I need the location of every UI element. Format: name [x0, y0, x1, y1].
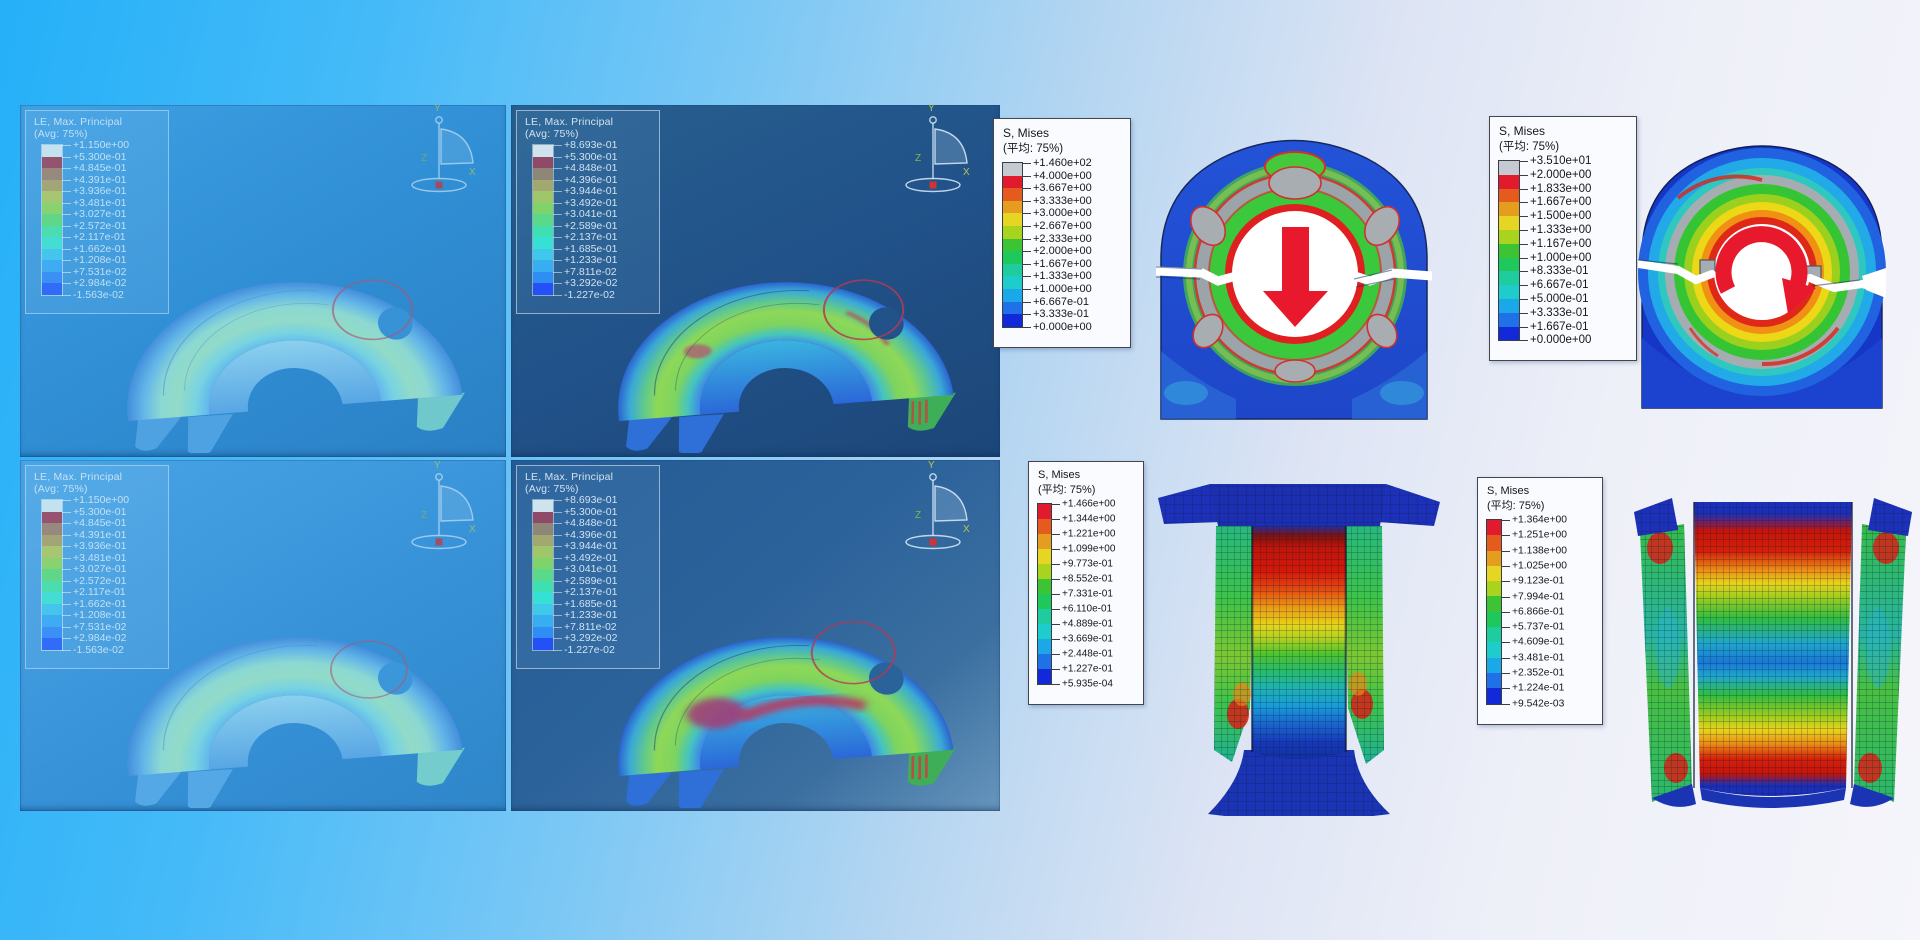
svg-text:Y: Y — [928, 103, 935, 114]
legend-title: S, Mises — [1499, 124, 1546, 138]
svg-text:Y: Y — [928, 460, 935, 471]
svg-text:X: X — [963, 524, 970, 535]
legend-scale: +1.364e+00 +1.251e+00 +1.138e+00 +1.025e+00… — [1486, 514, 1593, 712]
dome-contour-figure — [601, 620, 961, 808]
le-legend: LE, Max. Principal (Avg: 75%) +8.693e-01… — [516, 110, 660, 314]
legend-subtitle: (Avg: 75%) — [34, 483, 88, 495]
dome-contour-figure — [110, 269, 470, 453]
annotation-circle — [810, 620, 896, 685]
legend-subtitle: (Avg: 75%) — [525, 128, 579, 140]
svg-text:X: X — [469, 167, 476, 178]
legend-subtitle: (Avg: 75%) — [525, 483, 579, 495]
svg-text:Z: Z — [421, 153, 427, 164]
annotation-circle — [330, 640, 408, 699]
legend-subtitle: (平均: 75%) — [1487, 500, 1545, 512]
strain-panel-bottom-left: LE, Max. Principal (Avg: 75%) +1.150e+00… — [20, 460, 506, 811]
strain-panel-top-middle: LE, Max. Principal (Avg: 75%) +8.693e-01… — [511, 103, 1000, 457]
mises-legend-vertical-load: S, Mises (平均: 75%) +1.460e+02 +4.000e+00 +… — [993, 118, 1131, 348]
legend-subtitle: (平均: 75%) — [1499, 141, 1560, 153]
legend-title: LE, Max. Principal — [34, 116, 123, 128]
legend-title: LE, Max. Principal — [34, 471, 123, 483]
legend-title: S, Mises — [1487, 485, 1530, 497]
legend-scale: +8.693e-01 +5.300e-01 +4.848e-01 +4.396e-01… — [532, 139, 655, 303]
svg-text:Z: Z — [915, 153, 921, 164]
le-legend: LE, Max. Principal (Avg: 75%) +1.150e+00… — [25, 110, 169, 314]
strain-panel-top-left: LE, Max. Principal (Avg: 75%) +1.150e+00… — [20, 103, 506, 457]
le-legend: LE, Max. Principal (Avg: 75%) +1.150e+00… — [25, 465, 169, 669]
clamp-section-torsion-figure — [1638, 145, 1886, 409]
view-triad-icon: Y X Z — [411, 103, 476, 193]
dome-contour-figure — [601, 269, 961, 453]
svg-text:Z: Z — [421, 510, 427, 521]
view-triad-icon: Y X Z — [905, 103, 970, 193]
column-buckling-figure-2 — [1634, 498, 1912, 808]
clamp-section-vertical-load-figure — [1156, 139, 1432, 420]
le-legend: LE, Max. Principal (Avg: 75%) +8.693e-01… — [516, 465, 660, 669]
mises-legend-column-1: S, Mises (平均: 75%) +1.466e+00 +1.344e+00 +… — [1028, 461, 1144, 705]
legend-subtitle: (平均: 75%) — [1003, 143, 1064, 155]
legend-scale: +1.460e+02 +4.000e+00 +3.667e+00 +3.333e+00… — [1002, 157, 1121, 335]
mises-legend-column-2: S, Mises (平均: 75%) +1.364e+00 +1.251e+00 +… — [1477, 477, 1603, 725]
legend-subtitle: (平均: 75%) — [1038, 484, 1096, 496]
strain-panel-bottom-middle: LE, Max. Principal (Avg: 75%) +8.693e-01… — [511, 460, 1000, 811]
svg-text:Y: Y — [434, 460, 441, 471]
column-buckling-figure-1 — [1158, 484, 1440, 816]
legend-scale: +1.150e+00 +5.300e-01 +4.845e-01 +4.391e-01… — [41, 139, 164, 303]
legend-scale: +1.150e+00 +5.300e-01 +4.845e-01 +4.391e-01… — [41, 494, 164, 658]
legend-title: LE, Max. Principal — [525, 471, 614, 483]
annotation-circle — [822, 279, 905, 341]
annotation-circle — [331, 279, 414, 341]
legend-scale: +3.510e+01 +2.000e+00 +1.833e+00 +1.667e+00… — [1498, 155, 1627, 348]
legend-title: S, Mises — [1003, 126, 1050, 140]
legend-title: LE, Max. Principal — [525, 116, 614, 128]
dome-contour-figure — [110, 624, 470, 808]
down-arrow-icon — [1263, 227, 1328, 327]
mises-legend-torsion: S, Mises (平均: 75%) +3.510e+01 +2.000e+00 +… — [1489, 116, 1637, 362]
svg-text:X: X — [963, 167, 970, 178]
legend-subtitle: (Avg: 75%) — [34, 128, 88, 140]
svg-text:X: X — [469, 524, 476, 535]
svg-text:Z: Z — [915, 510, 921, 521]
legend-title: S, Mises — [1038, 469, 1081, 481]
legend-scale: +1.466e+00 +1.344e+00 +1.221e+00 +1.099e+00… — [1037, 498, 1134, 692]
legend-scale: +8.693e-01 +5.300e-01 +4.848e-01 +4.396e-01… — [532, 494, 655, 658]
view-triad-icon: Y X Z — [905, 460, 970, 550]
rotation-arrow-icon — [1715, 226, 1816, 314]
svg-text:Y: Y — [434, 103, 441, 114]
view-triad-icon: Y X Z — [411, 460, 476, 550]
